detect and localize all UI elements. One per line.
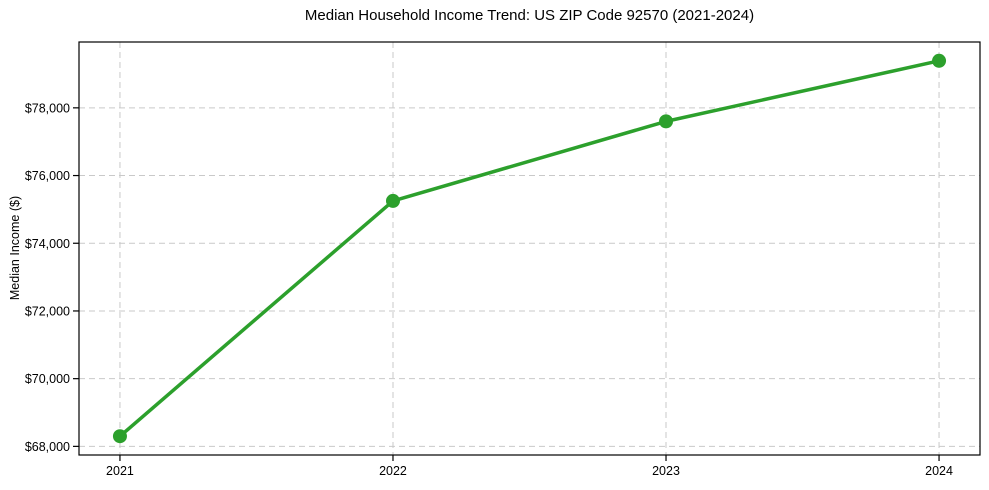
plot-border xyxy=(78,41,981,456)
data-point-2024 xyxy=(932,53,947,68)
y-tick-label: $74,000 xyxy=(25,237,70,251)
x-tick-label: 2024 xyxy=(925,464,953,478)
x-tick-label: 2023 xyxy=(652,464,680,478)
data-point-2023 xyxy=(659,114,674,129)
trend-line xyxy=(118,59,941,438)
chart-title: Median Household Income Trend: US ZIP Co… xyxy=(304,7,755,24)
y-tick-label: $72,000 xyxy=(25,304,70,318)
y-tick-label: $70,000 xyxy=(25,372,70,386)
y-tick-label: $78,000 xyxy=(25,101,70,115)
y-tick-label: $68,000 xyxy=(25,440,70,454)
x-tick-label: 2022 xyxy=(379,464,407,478)
data-point-2022 xyxy=(385,193,400,208)
data-point-2021 xyxy=(112,429,127,444)
x-tick-label: 2021 xyxy=(106,464,134,478)
y-tick-label: $76,000 xyxy=(25,169,70,183)
